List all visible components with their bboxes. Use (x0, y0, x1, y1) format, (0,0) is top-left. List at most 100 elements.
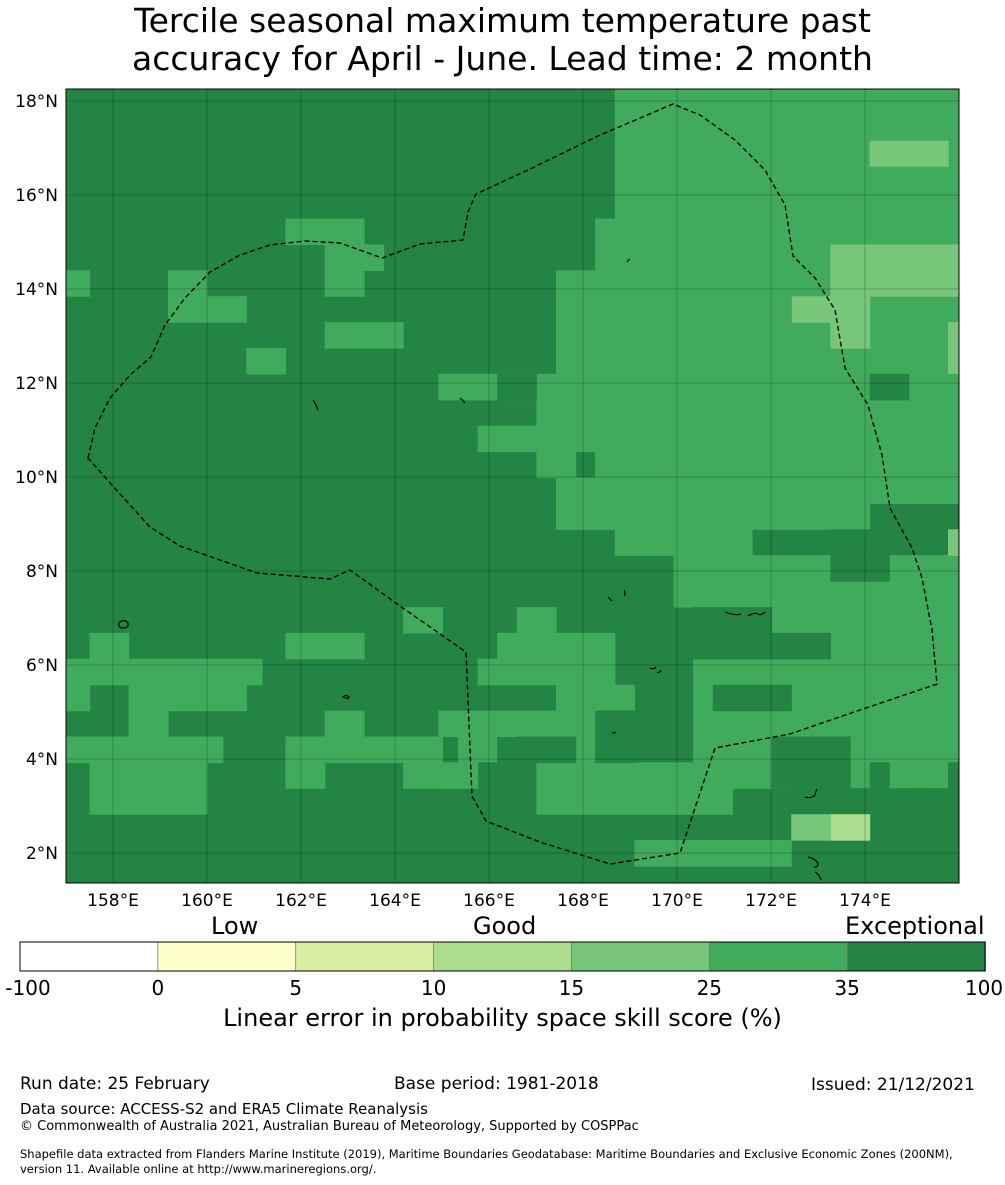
skill-cell (948, 762, 959, 789)
skill-cell (752, 632, 831, 660)
skill-cell (285, 632, 365, 660)
copyright: © Commonwealth of Australia 2021, Austra… (20, 1119, 639, 1134)
skill-cell (167, 684, 247, 712)
title-line-2: accuracy for April - June. Lead time: 2 … (132, 39, 873, 78)
island (807, 856, 822, 881)
lat-tick-label: 12°N (15, 374, 58, 394)
map-title: Tercile seasonal maximum temperature pas… (0, 2, 1005, 78)
skill-cell (614, 89, 959, 116)
island (118, 619, 129, 629)
skill-cell (850, 555, 890, 582)
skill-cell (89, 632, 130, 660)
colorbar-segment (19, 941, 159, 972)
colorbar-tick-label: 5 (289, 976, 302, 1000)
lat-tick-label: 18°N (15, 92, 58, 112)
colorbar-label: Linear error in probability space skill … (223, 1004, 782, 1032)
shapefile-line-2: version 11. Available online at http://w… (20, 1162, 377, 1176)
skill-cell (66, 684, 91, 712)
colorbar-segment (708, 941, 849, 972)
lon-tick-label: 168°E (557, 891, 609, 911)
gridlines (66, 89, 959, 883)
skill-cell (477, 658, 616, 686)
skill-cell (324, 270, 365, 297)
colorbar-tick-label: 10 (421, 976, 446, 1000)
colorbar-segment (571, 941, 711, 972)
colorbar-category-low: Low (211, 912, 259, 940)
skill-cell (403, 607, 443, 634)
skill-cell (403, 762, 463, 789)
lon-tick-label: 164°E (369, 891, 421, 911)
colorbar-category-good: Good (473, 912, 537, 940)
colorbar-tick-label: 100 (965, 976, 1003, 1000)
map-frame (65, 88, 960, 884)
skill-cell (869, 762, 890, 789)
colorbar-tick-label: -100 (5, 976, 50, 1000)
skill-cell (536, 762, 694, 815)
skill-cell (438, 710, 518, 738)
skill-cell (712, 684, 792, 712)
lon-tick-label: 158°E (87, 891, 139, 911)
island (607, 589, 626, 602)
skill-cell (89, 762, 208, 815)
shapefile-line-1: Shapefile data extracted from Flanders M… (20, 1147, 953, 1161)
skill-cell (595, 710, 635, 763)
skill-cell (66, 658, 263, 686)
colorbar-frame (19, 941, 986, 972)
skill-cell (889, 788, 929, 841)
skill-cell (66, 736, 224, 763)
skill-cell (595, 451, 675, 479)
skill-cell (246, 348, 287, 375)
colorbar-tick-label: 0 (152, 976, 165, 1000)
skill-cell (128, 710, 169, 738)
skill-cell (673, 503, 871, 530)
skill-cell (285, 218, 365, 245)
lon-tick-label: 160°E (181, 891, 233, 911)
skill-cell (556, 684, 635, 712)
skill-cell (830, 322, 871, 349)
skill-cell (830, 814, 871, 841)
skill-cell (128, 684, 169, 712)
skill-cell (324, 322, 365, 349)
skill-cell (614, 166, 959, 220)
skill-cell (869, 140, 949, 168)
axis-ticks: 158°E 160°E 162°E 164°E 166°E 168°E 170°E 172°E… (15, 92, 891, 911)
skill-cell (869, 373, 910, 401)
colorbar-category-exceptional: Exceptional (845, 912, 985, 940)
skill-cell (497, 736, 577, 763)
colorbar-tick-label: 15 (559, 976, 584, 1000)
island (626, 258, 631, 263)
skill-cell (167, 270, 208, 323)
lat-tick-label: 16°N (15, 186, 58, 206)
skill-cell (324, 710, 365, 738)
island (804, 788, 818, 799)
skill-cell (516, 607, 557, 660)
shapefile-credit: Shapefile data extracted from Flanders M… (20, 1147, 1000, 1177)
lat-tick-label: 4°N (26, 750, 58, 770)
skill-cell (363, 322, 404, 349)
lon-tick-label: 174°E (839, 891, 891, 911)
base-period: Base period: 1981-2018 (394, 1074, 599, 1094)
skill-cell (285, 762, 326, 789)
skill-cell (477, 425, 596, 453)
islands (118, 258, 822, 881)
island (649, 666, 662, 674)
skill-cell (830, 244, 959, 297)
title-line-1: Tercile seasonal maximum temperature pas… (134, 1, 871, 40)
colorbar-tick-label: 35 (834, 976, 859, 1000)
colorbar: -100 0 5 10 15 25 35 100 (5, 941, 1003, 1000)
island (459, 397, 466, 404)
skill-cell (791, 814, 831, 841)
skill-cell (948, 529, 959, 556)
colorbar-segment (157, 941, 297, 972)
colorbar-segment (295, 941, 435, 972)
island (724, 611, 766, 617)
data-source: Data source: ACCESS-S2 and ERA5 Climate … (20, 1100, 428, 1118)
skill-cell (556, 477, 635, 530)
colorbar-tick-label: 25 (697, 976, 722, 1000)
map-figure: 158°E 160°E 162°E 164°E 166°E 168°E 170°E 172°E… (5, 88, 1003, 1000)
lat-tick-label: 8°N (26, 562, 58, 582)
skill-cell (66, 270, 91, 297)
skill-cells (66, 89, 959, 883)
colorbar-segment (433, 941, 573, 972)
skill-cell (693, 788, 733, 815)
